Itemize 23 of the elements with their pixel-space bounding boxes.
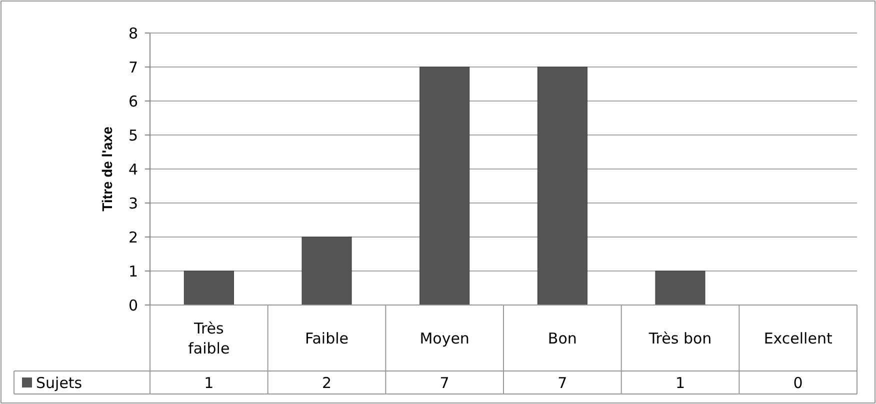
data-label: 7 <box>558 374 568 392</box>
x-tick-label: Très faible <box>188 319 230 358</box>
y-tick-label: 5 <box>128 126 138 144</box>
y-tick-label: 2 <box>128 228 138 246</box>
y-axis-title: Titre de l'axe <box>99 126 115 212</box>
x-tick-label: Faible <box>304 329 349 348</box>
data-label: 0 <box>793 374 803 392</box>
x-tick-label: Moyen <box>420 329 470 348</box>
y-tick-label: 8 <box>128 24 138 42</box>
x-tick-label: Excellent <box>764 329 832 348</box>
y-tick-label: 7 <box>128 58 138 76</box>
y-tick-label: 4 <box>128 160 138 178</box>
y-tick-label: 6 <box>128 92 138 110</box>
data-label: 1 <box>675 374 686 392</box>
x-tick-label: Très bon <box>648 329 712 348</box>
legend-label: Sujets <box>36 374 82 392</box>
y-tick-label: 0 <box>128 296 138 314</box>
data-label: 7 <box>440 374 450 392</box>
data-label: 2 <box>322 374 332 392</box>
y-tick-label: 1 <box>128 262 138 280</box>
y-tick-label: 3 <box>128 194 138 212</box>
x-tick-label: Bon <box>548 329 577 348</box>
data-label: 1 <box>204 374 214 392</box>
